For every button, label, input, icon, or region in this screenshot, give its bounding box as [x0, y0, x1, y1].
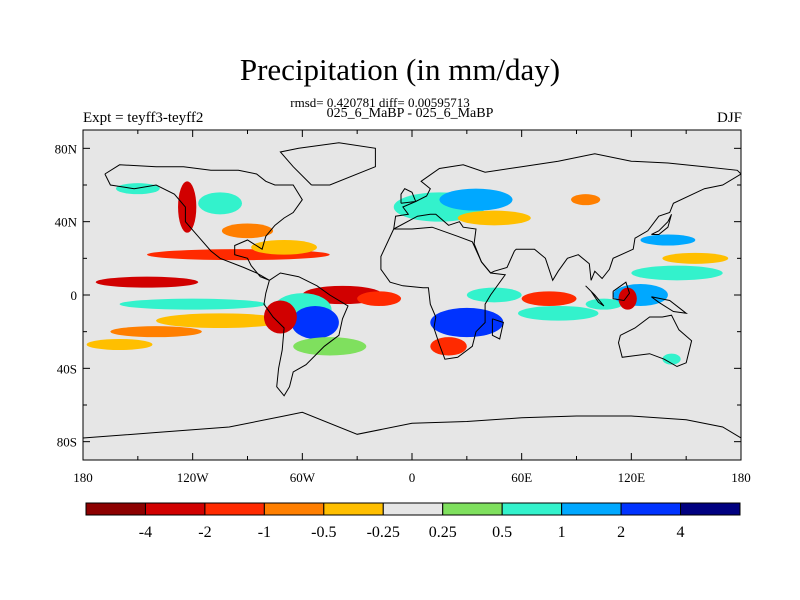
stats-line: rmsd= 0.420781 diff= 0.00595713	[290, 95, 470, 110]
colorbar-label: -0.25	[367, 524, 400, 541]
colorbar-swatch	[382, 502, 444, 516]
anomaly-region	[263, 300, 297, 334]
colorbar-swatch	[620, 502, 682, 516]
coastline	[585, 285, 605, 307]
anomaly-region	[585, 298, 623, 310]
x-tick-label: 0	[409, 470, 416, 485]
x-tick-label: 60E	[511, 470, 532, 485]
anomaly-region	[662, 353, 681, 365]
coastline	[380, 226, 507, 360]
coastline	[393, 153, 741, 282]
anomaly-region	[457, 210, 531, 226]
colorbar-swatch	[561, 502, 622, 516]
anomaly-region	[357, 291, 402, 306]
coastline	[263, 272, 349, 397]
colorbar-swatch	[501, 502, 563, 516]
y-tick-label: 40N	[55, 215, 78, 230]
colorbar-label: 0.5	[492, 524, 512, 541]
y-tick-label: 40S	[57, 361, 77, 376]
anomaly-region	[466, 287, 522, 303]
x-tick-label: 60W	[290, 470, 316, 485]
x-tick-label: 120E	[618, 470, 646, 485]
coastline	[83, 411, 741, 439]
anomaly-region	[251, 240, 317, 255]
colorbar-label: -1	[258, 524, 271, 541]
anomaly-region	[631, 265, 723, 281]
anomaly-region	[86, 339, 153, 350]
y-tick-label: 80S	[57, 435, 77, 450]
anomaly-region	[439, 188, 513, 211]
coastline	[651, 296, 688, 315]
anomaly-region	[178, 181, 197, 233]
colorbar-label: 4	[677, 524, 685, 541]
colorbar-label: -4	[139, 524, 152, 541]
x-tick-label: 120W	[177, 470, 210, 485]
anomaly-region	[221, 223, 274, 239]
experiment-label: Expt = teyff3-teyff2	[83, 110, 204, 126]
anomaly-region	[119, 298, 266, 310]
coastline	[651, 214, 672, 235]
season-label: DJF	[716, 110, 742, 126]
colorbar-label: 0.25	[429, 524, 457, 541]
anomaly-region	[156, 313, 285, 328]
anomaly-region	[198, 192, 243, 215]
anomaly-region	[110, 326, 202, 338]
coastline	[279, 142, 376, 186]
anomaly-region	[571, 194, 601, 206]
anomaly-region	[618, 287, 637, 310]
coastline	[617, 314, 693, 368]
coastline	[612, 281, 631, 302]
colorbar-swatch	[85, 502, 146, 516]
comparison-label: 025_6_MaBP - 025_6_MaBP	[326, 106, 494, 121]
anomaly-region	[115, 183, 160, 195]
anomaly-region	[521, 291, 577, 306]
colorbar-swatch	[323, 502, 384, 516]
anomaly-region	[293, 337, 367, 356]
anomaly-region	[662, 252, 729, 264]
map-area	[83, 130, 741, 460]
colorbar-swatch	[680, 502, 741, 516]
coastline	[400, 188, 417, 204]
anomaly-region	[291, 306, 339, 339]
colorbar-label: 1	[558, 524, 566, 541]
anomaly-region	[640, 234, 696, 246]
colorbar-swatch	[263, 502, 325, 516]
anomaly-region	[95, 276, 199, 288]
colorbar-swatch	[144, 502, 206, 516]
colorbar: -4 -2 -1 -0.5 -0.25 0.25 0.5 1 2 4	[85, 502, 741, 541]
colorbar-label: -2	[198, 524, 211, 541]
colorbar-swatch	[442, 502, 503, 516]
anomaly-region	[430, 337, 467, 356]
coastline	[104, 164, 303, 281]
colorbar-label: 2	[617, 524, 625, 541]
colorbar-label: -0.5	[311, 524, 336, 541]
chart-title: Precipitation (in mm/day)	[239, 52, 561, 87]
y-tick-label: 80N	[55, 141, 78, 156]
map-axes: 180 120W 60W 0 60E 120E 180 80N 40N 0 40S 80S	[55, 129, 751, 485]
anomaly-region	[518, 306, 599, 321]
colorbar-swatch	[204, 502, 265, 516]
y-tick-label: 0	[71, 288, 78, 303]
x-tick-label: 180	[731, 470, 751, 485]
coastline	[491, 318, 504, 340]
x-tick-label: 180	[73, 470, 93, 485]
